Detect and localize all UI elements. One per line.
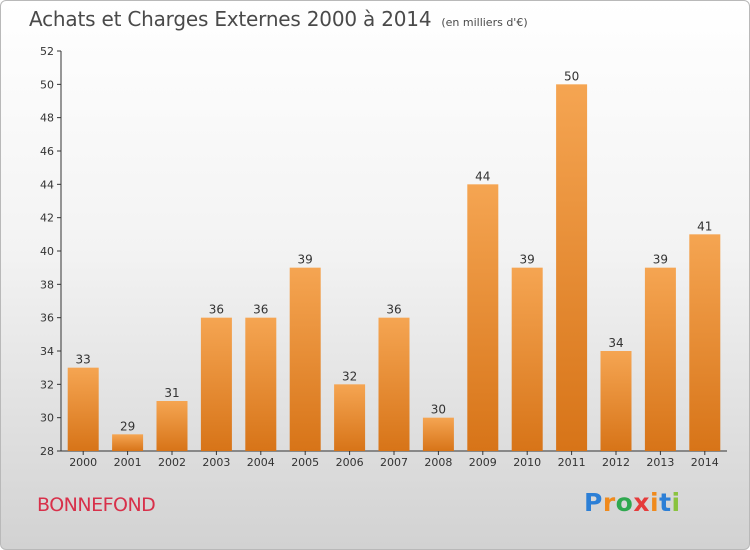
y-tick-label: 40 (40, 245, 54, 258)
x-tick-label: 2010 (513, 456, 541, 469)
x-tick-label: 2005 (291, 456, 319, 469)
bar-2007[interactable] (378, 317, 410, 451)
bar-2005[interactable] (289, 267, 321, 451)
y-tick-label: 38 (40, 278, 54, 291)
y-tick-label: 28 (40, 445, 54, 458)
x-tick-label: 2012 (602, 456, 630, 469)
x-tick-label: 2000 (69, 456, 97, 469)
proxiti-logo[interactable]: Proxiti (584, 488, 681, 517)
bar-2002[interactable] (156, 401, 188, 451)
bar-2001[interactable] (112, 434, 144, 451)
data-label-2007: 36 (386, 303, 401, 317)
y-tick-label: 46 (40, 145, 54, 158)
bar-2003[interactable] (200, 317, 232, 451)
logo-letter: i (671, 488, 681, 517)
x-tick-label: 2006 (336, 456, 364, 469)
data-label-2006: 32 (342, 369, 357, 383)
bar-2006[interactable] (334, 384, 366, 451)
x-tick-label: 2014 (691, 456, 719, 469)
logo-letter: o (615, 488, 634, 517)
bar-2011[interactable] (556, 84, 588, 451)
bar-2013[interactable] (644, 267, 676, 451)
bar-2000[interactable] (67, 367, 99, 451)
x-tick-label: 2001 (114, 456, 142, 469)
y-tick-label: 42 (40, 212, 54, 225)
bar-2004[interactable] (245, 317, 277, 451)
data-label-2002: 31 (164, 386, 179, 400)
logo-letter: r (602, 488, 616, 517)
bar-2010[interactable] (511, 267, 543, 451)
logo-letter: P (584, 488, 603, 517)
data-label-2010: 39 (520, 253, 535, 267)
x-tick-label: 2009 (469, 456, 497, 469)
logo-letter: i (650, 488, 660, 517)
town-name: BONNEFOND (37, 494, 156, 516)
x-tick-label: 2003 (202, 456, 230, 469)
bar-2009[interactable] (467, 184, 499, 452)
data-label-2009: 44 (475, 169, 490, 183)
x-tick-label: 2011 (558, 456, 586, 469)
data-label-2011: 50 (564, 69, 579, 83)
logo-letter: x (633, 488, 650, 517)
x-tick-label: 2004 (247, 456, 275, 469)
y-tick-label: 36 (40, 312, 54, 325)
data-label-2012: 34 (608, 336, 623, 350)
y-tick-label: 30 (40, 412, 54, 425)
data-label-2008: 30 (431, 403, 446, 417)
y-tick-label: 52 (40, 45, 54, 58)
data-label-2004: 36 (253, 303, 268, 317)
chart-subtitle: (en milliers d'€) (441, 16, 528, 29)
x-tick-label: 2013 (646, 456, 674, 469)
title-row: Achats et Charges Externes 2000 à 2014 (e… (29, 7, 528, 31)
data-label-2005: 39 (298, 253, 313, 267)
data-label-2003: 36 (209, 303, 224, 317)
logo-letter: t (659, 488, 672, 517)
x-tick-label: 2002 (158, 456, 186, 469)
x-tick-label: 2007 (380, 456, 408, 469)
chart-title: Achats et Charges Externes 2000 à 2014 (29, 7, 432, 31)
y-tick-label: 44 (40, 178, 54, 191)
y-tick-label: 34 (40, 345, 54, 358)
x-tick-label: 2008 (424, 456, 452, 469)
data-label-2014: 41 (697, 219, 712, 233)
y-tick-label: 48 (40, 112, 54, 125)
bar-2012[interactable] (600, 351, 632, 451)
bar-2008[interactable] (422, 417, 454, 451)
data-label-2013: 39 (653, 253, 668, 267)
data-label-2000: 33 (76, 353, 91, 367)
data-label-2001: 29 (120, 419, 135, 433)
y-tick-label: 50 (40, 78, 54, 91)
bar-2014[interactable] (689, 234, 721, 451)
y-tick-label: 32 (40, 378, 54, 391)
